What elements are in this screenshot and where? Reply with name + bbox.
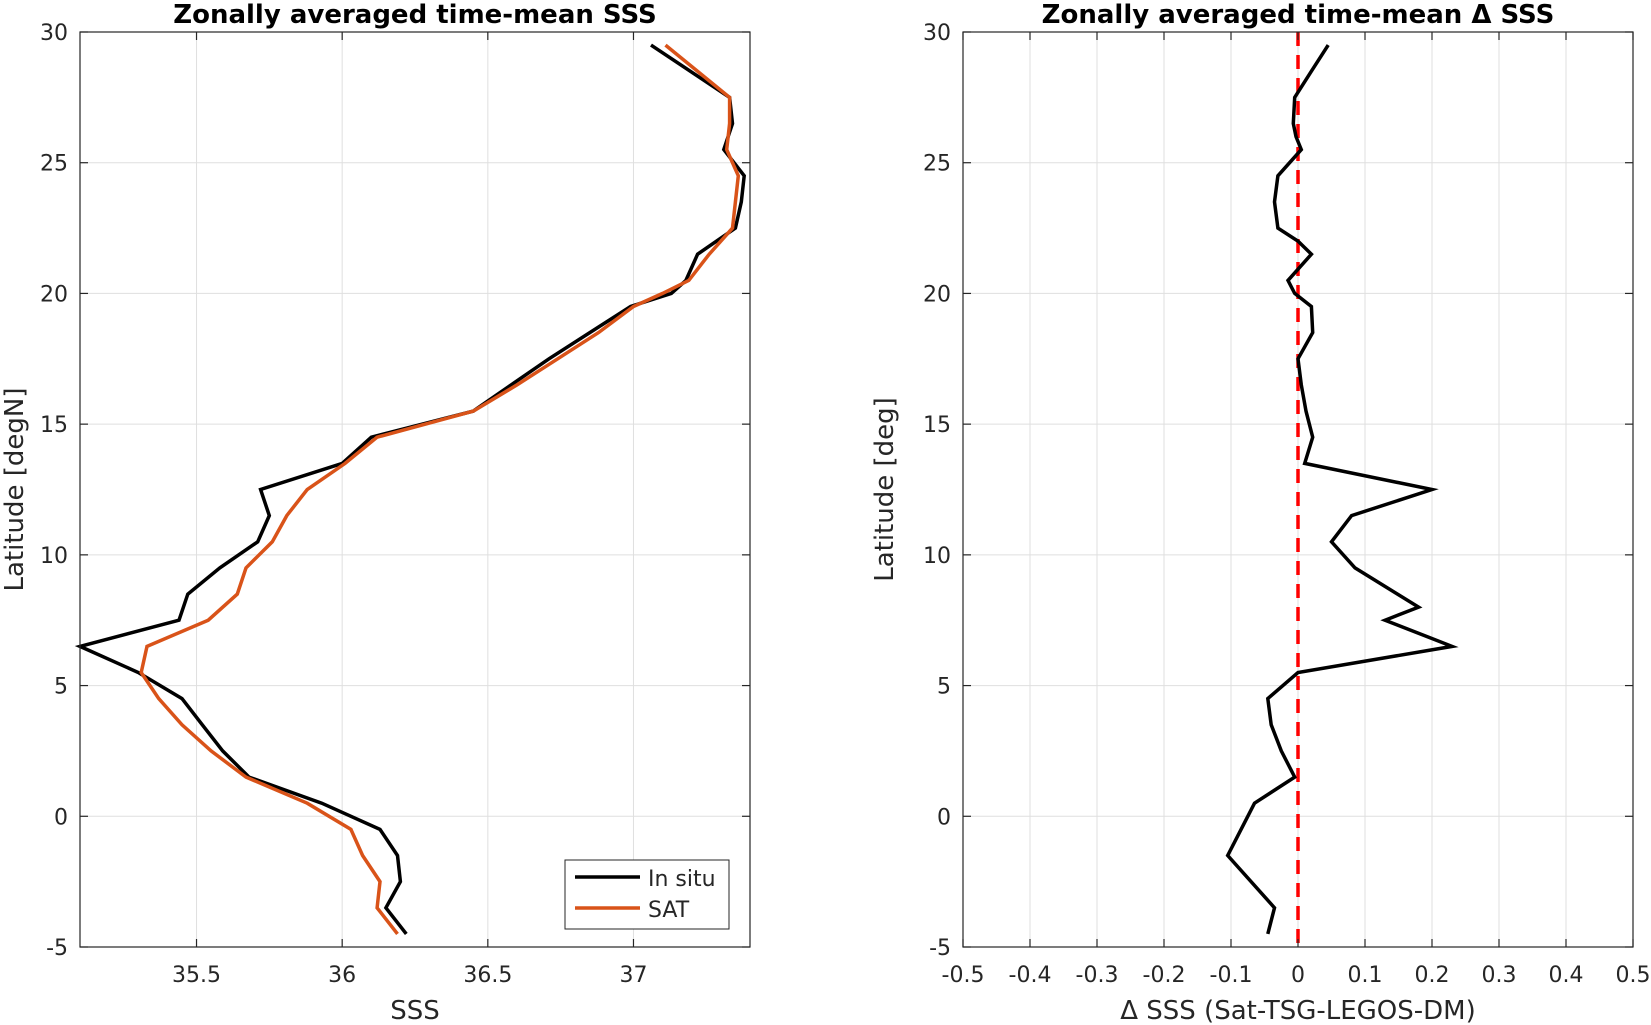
ticks: 35.5 36 36.5 37 -5 0 5 10 15 20 25 30	[40, 21, 750, 988]
y-tick-label: -5	[46, 936, 68, 961]
x-tick-label: -0.3	[1076, 963, 1119, 988]
y-tick-label: 15	[923, 413, 951, 438]
x-tick-label: 0.2	[1415, 963, 1450, 988]
series-line-1	[1225, 44, 1459, 935]
y-tick-label: 0	[937, 805, 951, 830]
y-tick-label: 15	[40, 413, 68, 438]
sss-panel: 35.5 36 36.5 37 -5 0 5 10 15 20 25 30 Zonally avera…	[0, 0, 751, 1025]
y-tick-label: 5	[937, 675, 951, 700]
x-axis-label: Δ SSS (Sat-TSG-LEGOS-DM)	[1120, 996, 1476, 1025]
y-tick-label: 20	[923, 282, 951, 307]
series-line-1	[74, 43, 747, 935]
chart-title: Zonally averaged time-mean SSS	[173, 0, 657, 30]
legend-box	[564, 859, 730, 930]
y-tick-label: 10	[923, 544, 951, 569]
legend-label-in-situ: In situ	[648, 867, 716, 892]
y-tick-label: 30	[40, 21, 68, 46]
x-tick-label: 0	[1291, 963, 1305, 988]
y-tick-label: 0	[54, 805, 68, 830]
y-tick-label: 10	[40, 544, 68, 569]
y-tick-label: -5	[929, 936, 951, 961]
y-axis-label: Latitude [deg]	[870, 397, 900, 582]
series-line-2	[139, 43, 741, 935]
lines	[1225, 44, 1459, 935]
axes-box	[79, 31, 751, 948]
x-tick-label: 36.5	[463, 963, 512, 988]
chart-title: Zonally averaged time-mean Δ SSS	[1042, 0, 1555, 30]
x-axis-label: SSS	[390, 996, 440, 1025]
legend-label-sat: SAT	[648, 898, 690, 923]
x-tick-label: -0.4	[1009, 963, 1052, 988]
lines	[74, 43, 747, 935]
x-tick-label: 37	[619, 963, 647, 988]
x-tick-label: 0.5	[1616, 963, 1651, 988]
grid	[80, 32, 750, 947]
delta-sss-panel: -0.5 -0.4 -0.3 -0.2 -0.1 0 0.1 0.2 0.3 0.4 0.5 -5 0 5…	[870, 0, 1651, 1025]
x-tick-label: -0.2	[1143, 963, 1186, 988]
y-axis-label: Latitude [degN]	[0, 387, 30, 591]
legend: In situ SAT	[564, 859, 730, 930]
y-tick-label: 20	[40, 282, 68, 307]
x-tick-label: -0.5	[942, 963, 985, 988]
x-tick-label: 0.4	[1549, 963, 1584, 988]
y-tick-label: 25	[923, 152, 951, 177]
x-tick-label: -0.1	[1210, 963, 1253, 988]
y-tick-label: 25	[40, 152, 68, 177]
x-tick-label: 0.1	[1348, 963, 1383, 988]
x-tick-label: 35.5	[172, 963, 221, 988]
plot-area-background	[80, 32, 750, 947]
y-tick-label: 30	[923, 21, 951, 46]
ticks: -0.5 -0.4 -0.3 -0.2 -0.1 0 0.1 0.2 0.3 0.4 0.5 -5 0 5…	[923, 21, 1651, 988]
x-tick-label: 0.3	[1482, 963, 1517, 988]
x-tick-label: 36	[328, 963, 356, 988]
y-tick-label: 5	[54, 675, 68, 700]
